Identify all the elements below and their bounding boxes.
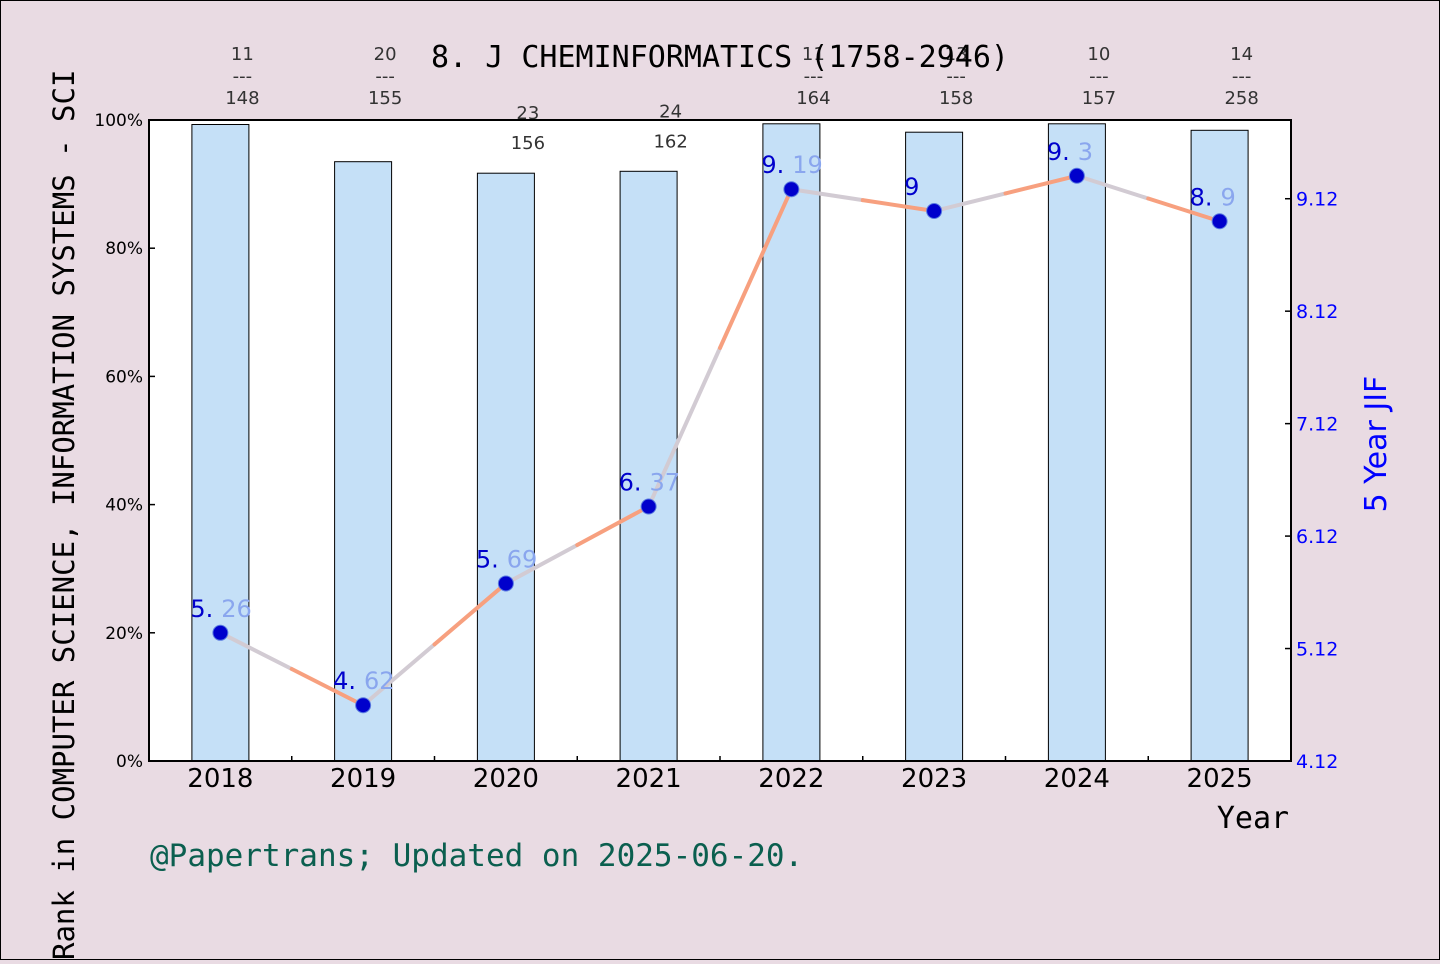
y-axis-label-left: Rank in COMPUTER SCIENCE, INFORMATION SY…: [47, 70, 81, 960]
rank-total-2021: 162: [653, 131, 687, 152]
right-tick-label: 7.12: [1296, 414, 1338, 436]
right-tick-label: 4.12: [1296, 751, 1338, 773]
chart-title: 8. J CHEMINFORMATICS (1758-2946): [431, 40, 1009, 75]
rank-label-2021: 24: [659, 101, 682, 122]
x-tick-label: 2024: [1044, 764, 1110, 794]
y-axis-label-right: 5 Year JIF: [1359, 376, 1394, 513]
rank-total-2024: 157: [1082, 88, 1116, 109]
right-tick-label: 6.12: [1296, 526, 1338, 548]
x-tick-label: 2020: [473, 764, 539, 794]
plot-area: [149, 120, 1291, 761]
left-axis-ticks: 0% 20% 40% 60% 80% 100%: [94, 111, 155, 772]
point-2023: [926, 203, 943, 220]
rank-separator-2024: ---: [1089, 66, 1109, 87]
bar-2023: [905, 131, 964, 762]
line-segment-grey: [932, 191, 1008, 214]
rank-separator-2022: ---: [804, 66, 824, 87]
line-segment-grey: [789, 187, 865, 203]
rank-label-2025: 14: [1230, 44, 1253, 65]
line-segment-orange: [1146, 196, 1222, 224]
rank-separator-2018: ---: [233, 66, 253, 87]
point-2020: [497, 575, 514, 592]
line-segment-grey: [1074, 173, 1151, 201]
line-segment-grey: [361, 642, 437, 708]
jif-label-2018: 5. 26: [190, 595, 251, 623]
right-tick-label: 9.12: [1296, 189, 1338, 211]
rank-total-2019: 155: [368, 88, 402, 109]
bar-2022: [762, 123, 821, 762]
bar-2020: [476, 172, 535, 762]
left-tick-label: 40%: [105, 496, 143, 516]
rank-total-2022: 164: [796, 88, 830, 109]
rank-label-2019: 20: [374, 44, 397, 65]
point-2018: [212, 624, 229, 641]
line-segment-orange: [575, 504, 651, 547]
line-segment-grey: [218, 630, 294, 672]
rank-total-2020: 156: [511, 133, 545, 154]
jif-label-2023: 9: [904, 173, 919, 201]
bar-2018: [191, 124, 250, 762]
point-2019: [355, 697, 372, 714]
x-tick-label: 2025: [1187, 764, 1253, 794]
x-axis-ticks: 2018 2019 2020 2021 2022 2023 2024 2025: [187, 756, 1253, 794]
rank-separator-2025: ---: [1232, 66, 1252, 87]
jif-label-2024: 9. 3: [1047, 138, 1093, 166]
point-2025: [1211, 213, 1228, 230]
line-segment-orange: [432, 581, 508, 647]
rank-separator-2019: ---: [375, 66, 395, 87]
x-tick-label: 2022: [758, 764, 824, 794]
line-segment-grey: [646, 345, 722, 509]
rank-separator-2023: ---: [946, 66, 966, 87]
bar-2024: [1047, 123, 1106, 762]
rank-label-2022: 11: [802, 44, 825, 65]
footer-note: @Papertrans; Updated on 2025-06-20.: [150, 838, 803, 874]
rank-label-2020: 23: [516, 103, 539, 124]
line-layer: [212, 167, 1228, 714]
line-segment-orange: [860, 198, 937, 214]
jif-label-2025: 8. 9: [1190, 183, 1236, 211]
line-segment-grey: [503, 542, 580, 586]
bars-layer: [191, 123, 1249, 762]
x-tick-label: 2021: [616, 764, 682, 794]
rank-label-2024: 10: [1087, 44, 1110, 65]
x-tick-label: 2023: [901, 764, 967, 794]
point-2021: [640, 498, 657, 515]
right-tick-label: 5.12: [1296, 639, 1338, 661]
x-axis-label: Year: [1217, 801, 1289, 836]
jif-label-2021: 6. 37: [619, 469, 680, 497]
rank-label-2023: 13: [945, 44, 968, 65]
bar-2019: [334, 161, 393, 762]
rank-label-2018: 11: [231, 44, 254, 65]
right-axis-ticks: 4.12 5.12 6.12 7.12 8.12 9.12: [1285, 189, 1338, 773]
jif-label-2019: 4. 62: [333, 667, 394, 695]
left-tick-label: 0%: [116, 752, 143, 772]
point-2024: [1068, 167, 1085, 184]
rank-total-2018: 148: [225, 88, 259, 109]
left-tick-label: 100%: [94, 111, 143, 131]
rank-total-2025: 258: [1224, 88, 1258, 109]
jif-label-2022: 9. 19: [761, 151, 822, 179]
left-tick-label: 60%: [105, 367, 143, 387]
jif-label-2020: 5. 69: [476, 545, 537, 573]
left-tick-label: 20%: [105, 624, 143, 644]
line-segment-orange: [1003, 173, 1079, 196]
left-tick-label: 80%: [105, 239, 143, 259]
point-2022: [783, 181, 800, 198]
line-segment-orange: [718, 187, 794, 350]
x-tick-label: 2018: [187, 764, 253, 794]
right-tick-label: 8.12: [1296, 301, 1338, 323]
rank-total-2023: 158: [939, 88, 973, 109]
x-tick-label: 2019: [330, 764, 396, 794]
line-segment-orange: [289, 667, 366, 708]
